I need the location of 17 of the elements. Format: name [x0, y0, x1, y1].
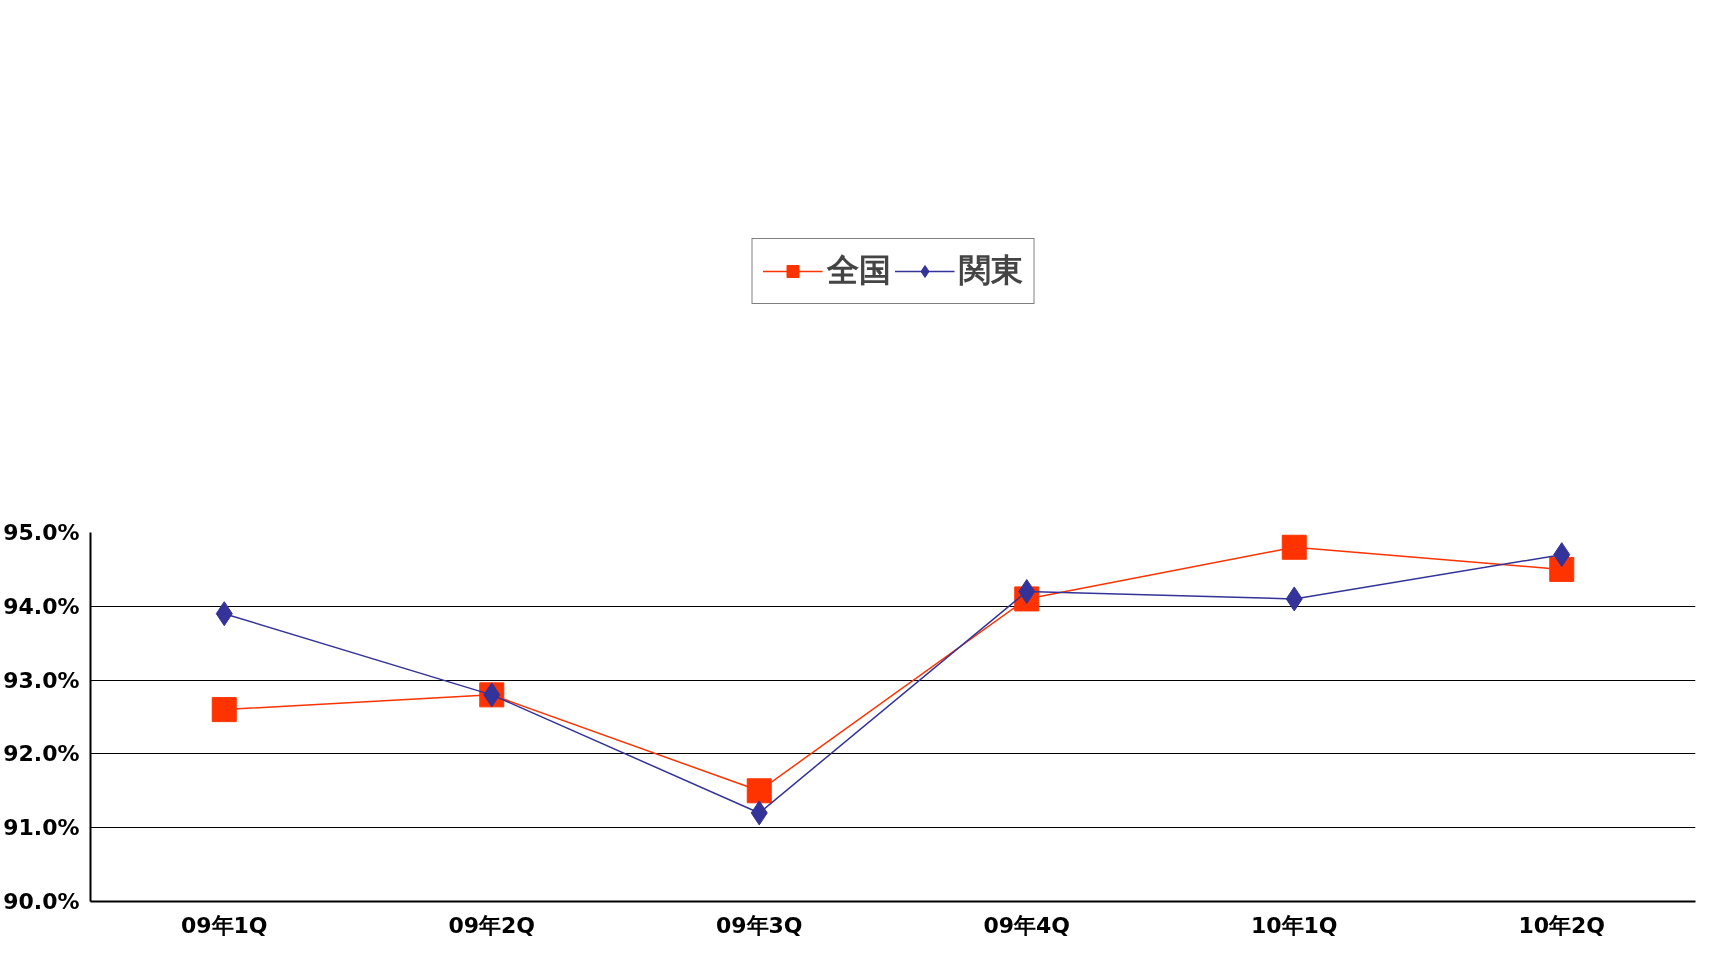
x-tick-label: 10年2Q — [1518, 912, 1606, 938]
point — [1281, 534, 1307, 560]
x-tick-label: 09年1Q — [180, 912, 268, 938]
x-tick-label: 09年2Q — [448, 912, 536, 938]
point — [746, 778, 772, 804]
y-tick-label: 90.0% — [3, 889, 80, 914]
y-tick-label: 94.0% — [3, 593, 80, 619]
y-tick-label: 95.0% — [3, 520, 80, 545]
legend-label: 全国 — [827, 250, 891, 291]
x-tick-label: 09年4Q — [983, 912, 1071, 938]
legend-label: 関東 — [959, 250, 1023, 291]
point — [211, 697, 237, 723]
y-tick-label: 91.0% — [3, 815, 80, 841]
y-tick-label: 92.0% — [3, 741, 80, 767]
x-tick-label: 10年1Q — [1250, 912, 1338, 938]
y-tick-label: 93.0% — [3, 667, 80, 693]
x-tick-label: 09年3Q — [715, 912, 803, 938]
